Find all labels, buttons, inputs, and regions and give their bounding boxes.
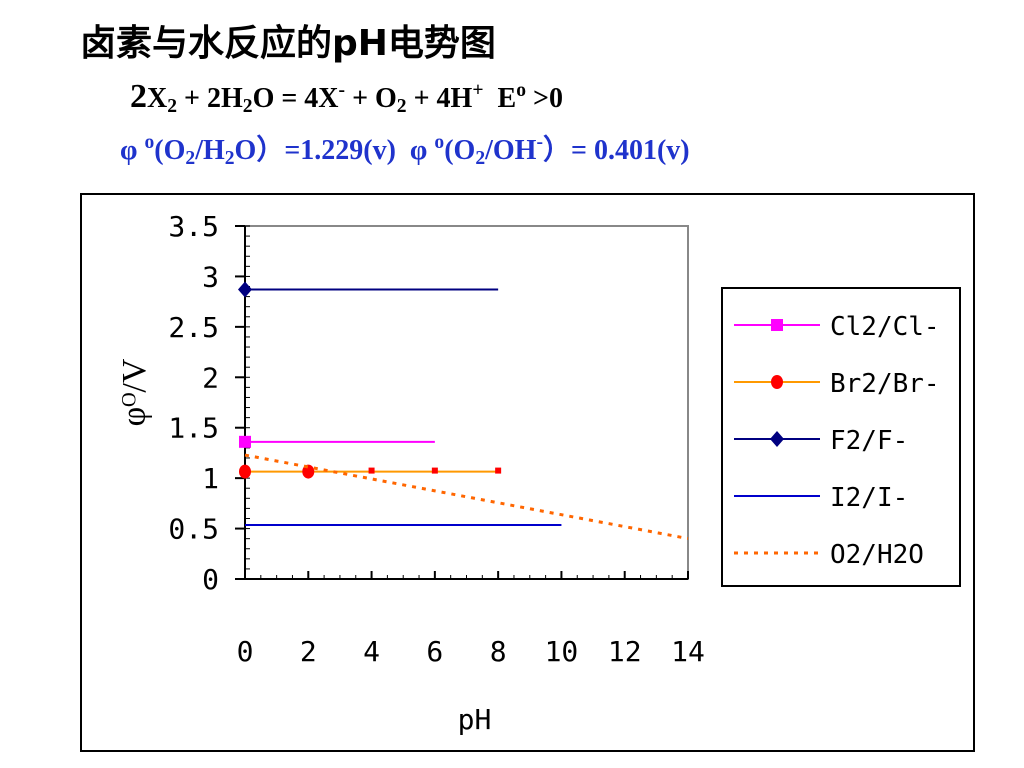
series-marker: [302, 464, 315, 479]
series-marker: [239, 435, 251, 448]
y-tick-label: 3.5: [168, 210, 219, 243]
y-tick-label: 1: [202, 462, 219, 495]
series-marker: [495, 467, 502, 474]
legend-marker: [771, 319, 783, 331]
legend-marker: [771, 375, 783, 389]
series-marker: [238, 281, 252, 298]
legend-label: O2/H2O: [830, 540, 924, 570]
y-tick-label: 0.5: [168, 513, 219, 546]
x-tick-label: 10: [545, 635, 579, 668]
series-marker: [368, 467, 375, 474]
y-tick-label: 0: [202, 563, 219, 596]
slide-title: 卤素与水反应的pH电势图: [80, 23, 496, 64]
reaction-equation: 2X2 + 2H2O = 4X- + O2 + 4H+ Eo >0: [130, 78, 563, 117]
legend-label: F2/F-: [830, 426, 908, 456]
legend-marker: [770, 431, 784, 447]
legend: [721, 287, 961, 587]
x-tick-label: 14: [671, 635, 705, 668]
x-tick-label: 6: [426, 635, 443, 668]
x-axis-title: pH: [458, 703, 492, 736]
x-tick-label: 4: [363, 635, 380, 668]
x-tick-label: 12: [608, 635, 642, 668]
standard-potentials: φ o(O2/H2O）=1.229(v) φ o(O2/OH-）= 0.401(…: [120, 132, 690, 169]
legend-label: Cl2/Cl-: [830, 312, 940, 342]
y-axis-title: φᴼ/V: [116, 358, 153, 426]
x-tick-label: 2: [300, 635, 317, 668]
x-tick-label: 8: [490, 635, 507, 668]
ph-potential-chart: 0 0.5 1 1.5 2 2.5 3 3.5 0 2 4 6 8 10 12 14 pH φᴼ/V Cl2/Cl-…: [116, 210, 961, 736]
x-tick-label: 0: [237, 635, 254, 668]
y-tick-label: 1.5: [168, 412, 219, 445]
y-tick-label: 2: [202, 361, 219, 394]
series-marker: [239, 464, 251, 479]
legend-label: I2/I-: [830, 483, 908, 513]
chart-area: 0 0.5 1 1.5 2 2.5 3 3.5 0 2 4 6 8 10 12 14 pH φᴼ/V Cl2/Cl-…: [80, 193, 975, 752]
series-marker: [431, 467, 438, 474]
y-tick-label: 2.5: [168, 311, 219, 344]
y-tick-label: 3: [202, 260, 219, 293]
legend-label: Br2/Br-: [830, 369, 940, 399]
